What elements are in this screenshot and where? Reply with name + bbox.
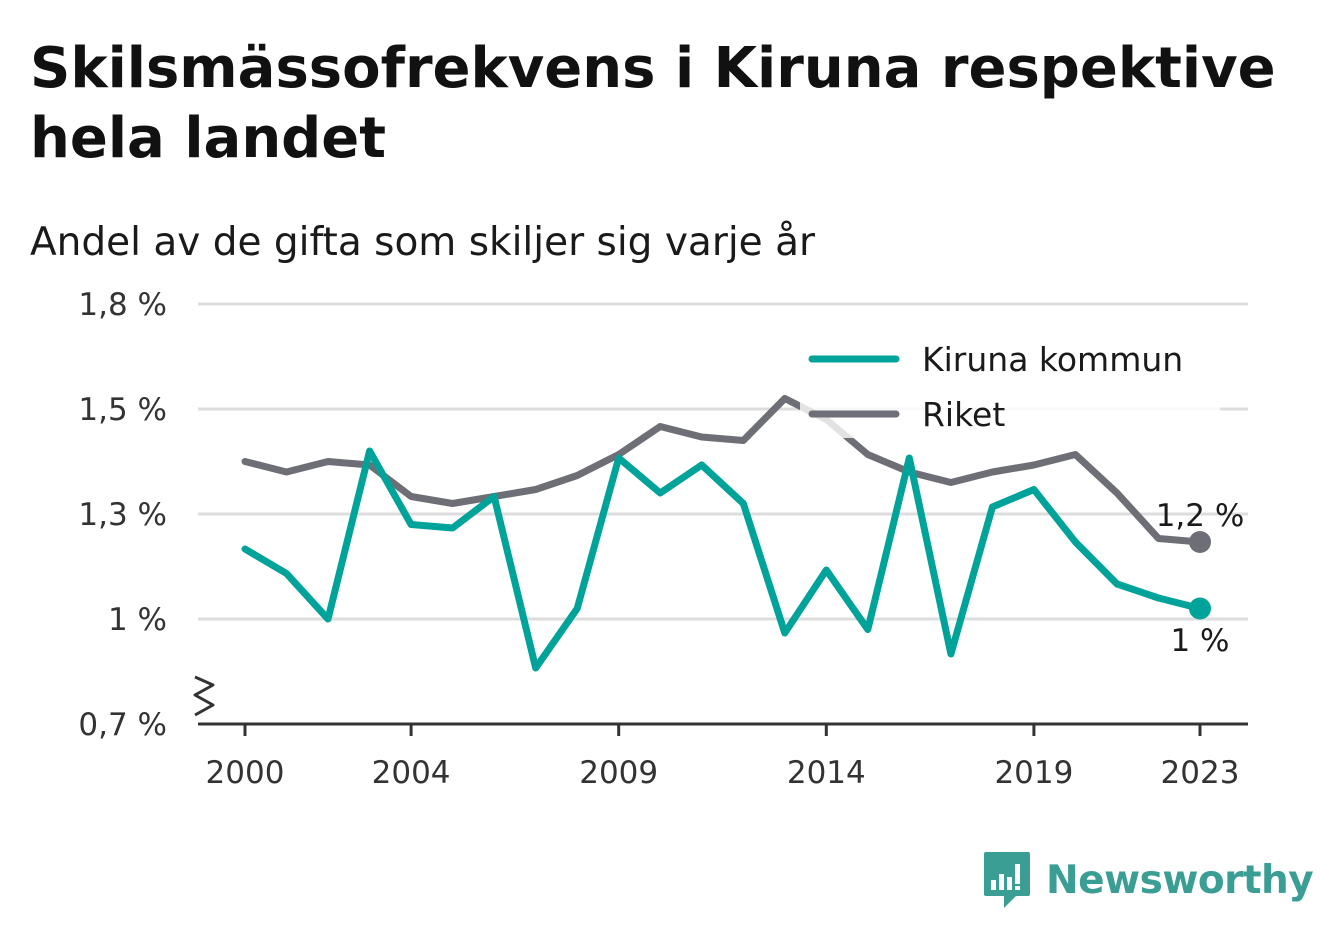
bar-chart-icon bbox=[984, 852, 1030, 908]
end-label-riket: 1,2 % bbox=[1156, 498, 1245, 534]
axes: 0,7 % 1 % 1,3 % 1,5 % 1,8 % 2000 2004 2009 2014 2… bbox=[78, 287, 1248, 791]
legend: Kiruna kommun Riket bbox=[800, 328, 1220, 438]
legend-label-riket: Riket bbox=[922, 395, 1005, 434]
axis-break-icon bbox=[193, 675, 215, 717]
end-label-kiruna: 1 % bbox=[1170, 623, 1229, 659]
y-tick-label: 1,5 % bbox=[78, 392, 167, 428]
chart-title: Skilsmässofrekvens i Kiruna respektive h… bbox=[30, 36, 1276, 171]
chart-subtitle: Andel av de gifta som skiljer sig varje … bbox=[30, 220, 816, 265]
y-tick-label: 1,3 % bbox=[78, 497, 167, 533]
end-labels: 1,2 % 1 % bbox=[1156, 498, 1245, 659]
y-tick-label: 1 % bbox=[108, 602, 167, 638]
x-tick-label: 2019 bbox=[994, 755, 1073, 791]
end-point-kiruna-kommun bbox=[1189, 597, 1211, 620]
data-series bbox=[241, 395, 1211, 672]
y-tick-label: 0,7 % bbox=[78, 707, 167, 743]
x-tick-label: 2000 bbox=[206, 755, 285, 791]
legend-label-kiruna: Kiruna kommun bbox=[922, 340, 1183, 379]
series-line-riket bbox=[241, 395, 1204, 546]
line-chart: 0,7 % 1 % 1,3 % 1,5 % 1,8 % 2000 2004 2009 2014 2… bbox=[78, 287, 1248, 791]
legend-background bbox=[800, 328, 1220, 438]
logo-text: Newsworthy bbox=[1046, 857, 1314, 903]
x-tick-label: 2023 bbox=[1161, 755, 1240, 791]
x-tick-label: 2014 bbox=[787, 755, 866, 791]
x-tick-label: 2009 bbox=[579, 755, 658, 791]
end-point-riket bbox=[1189, 531, 1211, 553]
x-tick-label: 2004 bbox=[372, 755, 451, 791]
y-tick-label: 1,8 % bbox=[78, 287, 167, 323]
series-line-kiruna-kommun bbox=[241, 447, 1204, 672]
newsworthy-logo: Newsworthy bbox=[982, 850, 1314, 910]
